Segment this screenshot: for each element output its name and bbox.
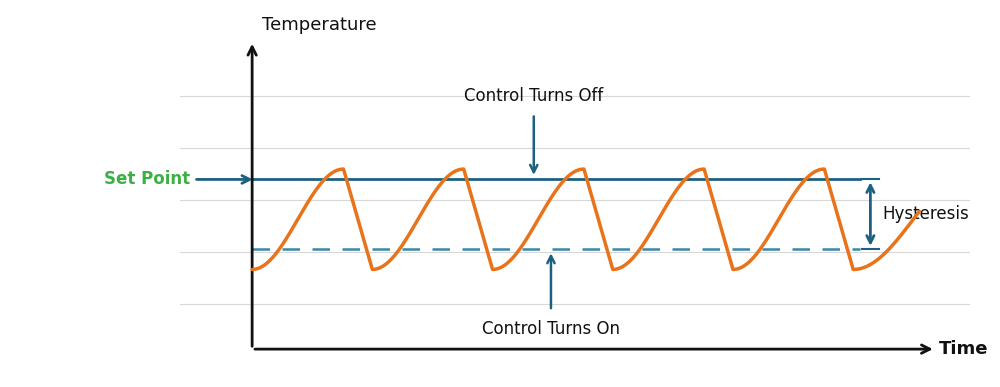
Text: Temperature: Temperature [262, 16, 377, 34]
Text: Control Turns Off: Control Turns Off [464, 87, 603, 105]
Text: Hysteresis: Hysteresis [883, 205, 970, 223]
Text: Time: Time [939, 340, 989, 358]
Text: Control Turns On: Control Turns On [482, 320, 620, 338]
Text: Set Point: Set Point [104, 170, 190, 188]
